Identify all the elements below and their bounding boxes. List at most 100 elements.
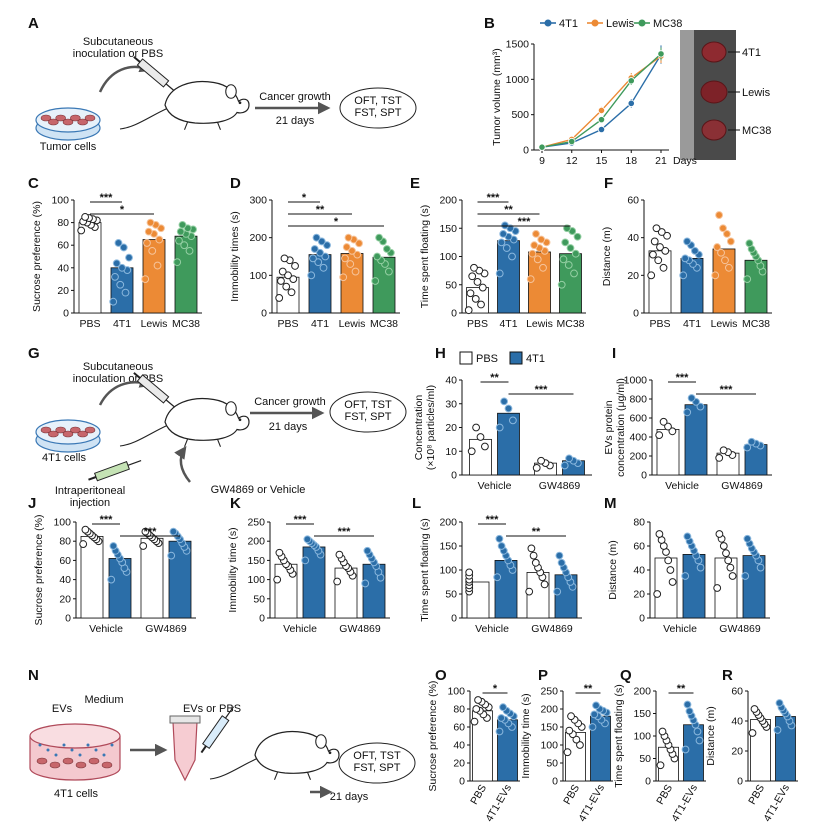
tumor-cell — [40, 426, 52, 434]
data-point — [657, 228, 666, 236]
data-point — [472, 423, 481, 432]
legend-pbs: PBS — [476, 353, 498, 365]
data-point — [656, 243, 664, 251]
data-point — [532, 230, 540, 238]
data-point — [495, 269, 504, 278]
mouse-tail — [119, 425, 167, 447]
x-tick-label: Vehicle — [665, 480, 699, 492]
syringe-barrel — [202, 715, 230, 749]
data-point — [180, 241, 189, 250]
y-tick-label: 50 — [546, 758, 558, 770]
y-tick-label: 20 — [453, 758, 465, 770]
data-point — [81, 213, 90, 221]
sig-label: *** — [535, 384, 549, 396]
schematic-G-mouse — [119, 398, 250, 447]
data-point — [726, 237, 735, 246]
y-tick-label: 0 — [552, 776, 558, 788]
x-tick-label: Lewis — [141, 318, 168, 330]
data-point — [655, 530, 664, 538]
data-point — [473, 278, 482, 286]
y-tick-label: 200 — [247, 536, 265, 548]
tumor-cell — [77, 430, 88, 438]
data-point — [173, 258, 182, 267]
x-tick-label: GW4869 — [145, 623, 187, 635]
y-tick-label: 1000 — [506, 74, 530, 86]
x-tick-label: 21 — [655, 155, 667, 167]
data-point — [715, 211, 724, 219]
cell — [101, 761, 113, 769]
cell — [75, 761, 87, 769]
schematic-G-cells: 4T1 cells — [42, 452, 87, 464]
legend-4t1: 4T1 — [526, 353, 545, 365]
y-tick-label: 40 — [633, 565, 645, 577]
mouse-legs — [184, 439, 221, 447]
data-point — [715, 454, 724, 462]
schematic-N-tube — [169, 715, 201, 782]
y-tick-label: 60 — [57, 240, 69, 252]
y-tick-label: 800 — [629, 394, 647, 406]
y-tick-label: 150 — [439, 223, 457, 235]
data-point — [476, 433, 485, 441]
schematic-N-days: 21 days — [330, 791, 369, 803]
data-point — [384, 267, 393, 276]
y-tick-label: 20 — [633, 589, 645, 601]
data-point — [559, 255, 568, 264]
panel-letter-K: K — [230, 495, 241, 512]
y-tick-label: 20 — [445, 422, 457, 434]
x-tick-label: MC38 — [742, 318, 770, 330]
data-point — [747, 437, 756, 446]
y-tick-label: 0 — [65, 613, 71, 625]
x-tick-label: PBS — [277, 318, 298, 330]
tumor-cell — [84, 426, 96, 434]
sig-label: * — [334, 216, 339, 228]
tumor-label-0: 4T1 — [742, 47, 761, 59]
data-point — [656, 761, 665, 770]
y-tick-label: 0 — [459, 776, 465, 788]
data-point — [693, 727, 702, 736]
data-point — [175, 236, 183, 245]
data-point — [532, 463, 541, 472]
data-point — [668, 427, 677, 436]
x-tick-label: MC38 — [172, 318, 200, 330]
data-point — [713, 243, 722, 251]
tumor-cell — [84, 114, 96, 122]
data-point — [495, 423, 504, 432]
data-point — [499, 703, 507, 712]
data-point — [741, 572, 750, 580]
sig-label: *** — [518, 216, 532, 228]
y-tick-label: 0 — [633, 308, 639, 320]
y-tick-label: 60 — [731, 686, 743, 698]
schematic-N-mouse — [209, 731, 340, 780]
syringe-barrel — [93, 460, 130, 482]
data-point — [495, 727, 504, 736]
mouse-ear — [315, 734, 327, 749]
data-point — [176, 227, 185, 236]
data-point — [539, 263, 547, 272]
tube-cap — [169, 715, 201, 724]
y-tick-label: 1500 — [506, 39, 530, 51]
data-point — [537, 235, 546, 244]
y-tick-label: 1000 — [624, 375, 648, 387]
data-point — [472, 705, 481, 713]
legend-dot — [638, 19, 646, 27]
sig-label: *** — [100, 514, 114, 526]
x-tick-label: MC38 — [556, 318, 584, 330]
schematic-N-test-oval — [338, 742, 416, 784]
data-point — [116, 280, 125, 289]
data-point — [565, 726, 574, 735]
y-tick-label: 40 — [627, 232, 639, 244]
x-tick-label: 9 — [539, 155, 545, 167]
data-point — [303, 535, 312, 544]
y-axis-label: Tumor volume (mm³) — [491, 48, 503, 146]
y-tick-label: 40 — [59, 574, 71, 586]
data-point — [668, 578, 677, 586]
chart-M: 0 20 40 60 80 Distance (m) Vehicle GW4869 — [607, 517, 770, 635]
chart-K: 0 50 100 150 200 250 Immobility time (s) Vehicl… — [227, 514, 390, 635]
data-point — [470, 263, 478, 272]
y-tick-label: 20 — [627, 270, 639, 282]
data-point — [650, 237, 659, 246]
data-point — [713, 584, 722, 592]
cell — [49, 761, 61, 769]
data-point — [572, 735, 581, 744]
